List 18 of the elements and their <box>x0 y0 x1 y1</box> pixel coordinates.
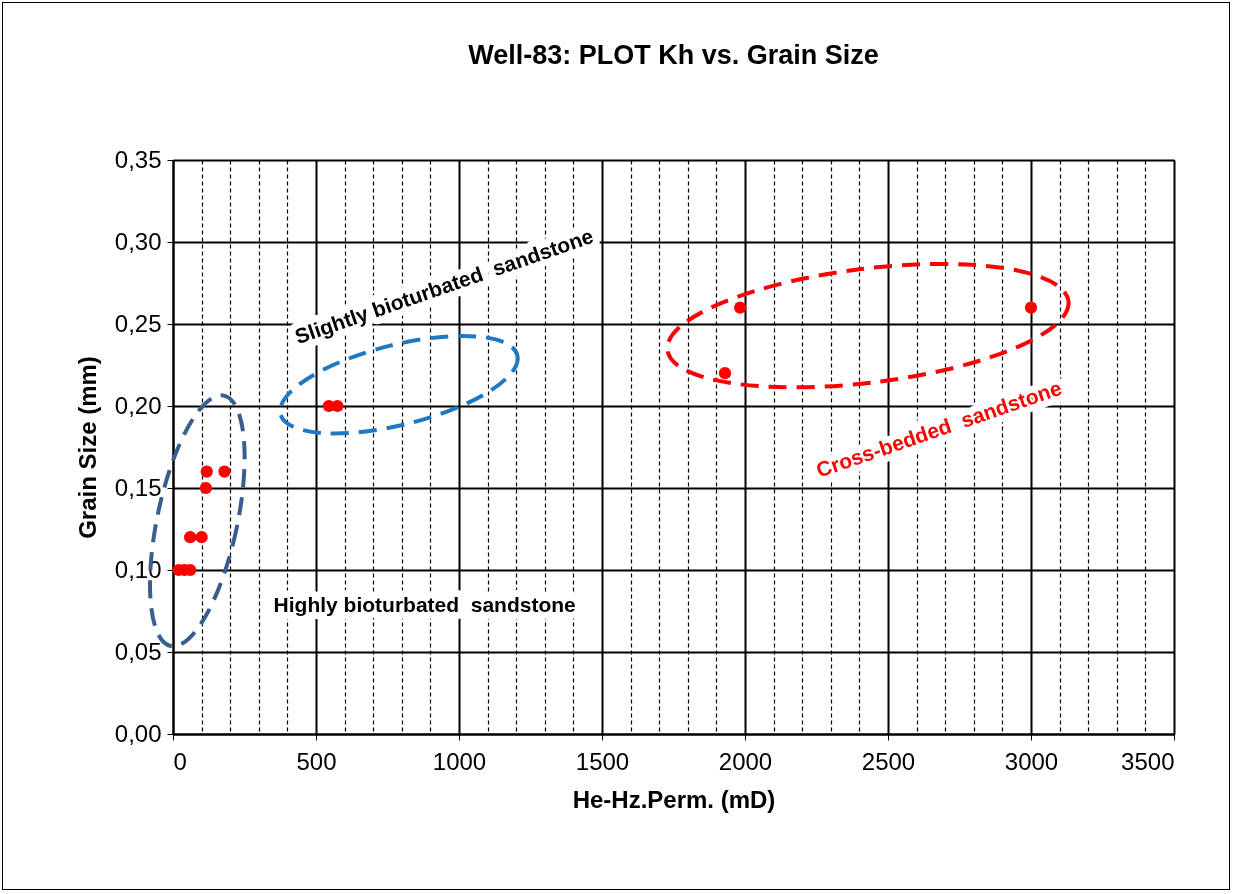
y-tick-label: 0,20 <box>114 391 162 419</box>
x-tick-label: 500 <box>296 747 337 775</box>
x-tick-label: 3000 <box>1004 747 1059 775</box>
x-tick-label: 2000 <box>718 747 773 775</box>
chart-title: Well-83: PLOT Kh vs. Grain Size <box>468 40 879 70</box>
x-tick-label: 1000 <box>432 747 487 775</box>
y-tick-label: 0,25 <box>114 309 162 337</box>
y-tick-label: 0,05 <box>114 637 162 665</box>
x-tick-label: 3500 <box>1121 747 1175 775</box>
x-tick-label: 1500 <box>575 747 630 775</box>
y-tick-label: 0,35 <box>114 145 162 173</box>
y-tick-label: 0,30 <box>114 227 162 255</box>
y-tick-label: 0,00 <box>114 719 162 747</box>
y-axis-title: Grain Size (mm) <box>73 356 101 539</box>
x-axis-title: He-Hz.Perm. (mD) <box>572 785 776 813</box>
y-tick-label: 0,15 <box>114 473 162 501</box>
x-tick-label: 2500 <box>861 747 916 775</box>
x-tick-label: 0 <box>173 747 187 775</box>
